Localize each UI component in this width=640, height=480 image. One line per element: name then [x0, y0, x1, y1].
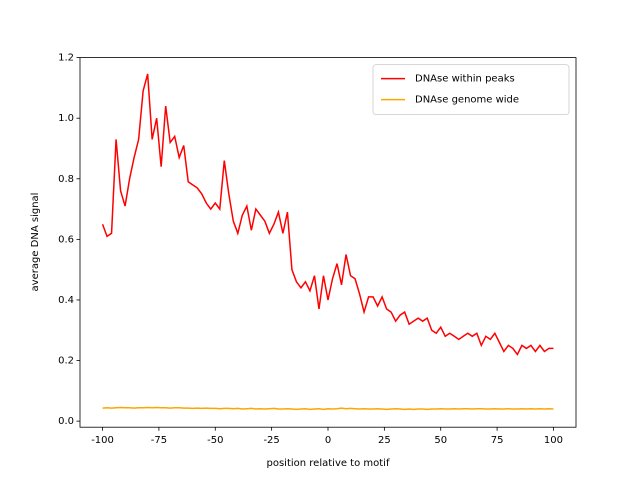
x-tick-label: 25 — [378, 435, 391, 446]
y-tick-label: 1.2 — [58, 53, 74, 64]
legend-label: DNAse within peaks — [415, 74, 515, 85]
x-tick-label: 0 — [325, 435, 331, 446]
line-series — [102, 406, 554, 411]
x-tick-label: 75 — [491, 435, 504, 446]
y-tick-label: 0.8 — [58, 174, 74, 185]
x-tick-label: -100 — [91, 435, 114, 446]
y-tick-label: 0.6 — [58, 234, 74, 245]
x-axis-label: position relative to motif — [267, 458, 390, 469]
x-tick-label: -50 — [207, 435, 223, 446]
y-tick-label: 1.0 — [58, 113, 74, 124]
x-tick-label: 50 — [434, 435, 447, 446]
x-tick-label: -25 — [263, 435, 279, 446]
x-tick-label: -75 — [151, 435, 167, 446]
y-axis-label: average DNA signal — [30, 193, 41, 292]
y-tick-label: 0.0 — [58, 416, 74, 427]
legend-label: DNAse genome wide — [415, 95, 519, 106]
y-tick-label: 0.4 — [58, 295, 74, 306]
y-tick-label: 0.2 — [58, 356, 74, 367]
x-tick-label: 100 — [544, 435, 563, 446]
legend-box — [372, 64, 570, 115]
line-series — [101, 73, 554, 356]
